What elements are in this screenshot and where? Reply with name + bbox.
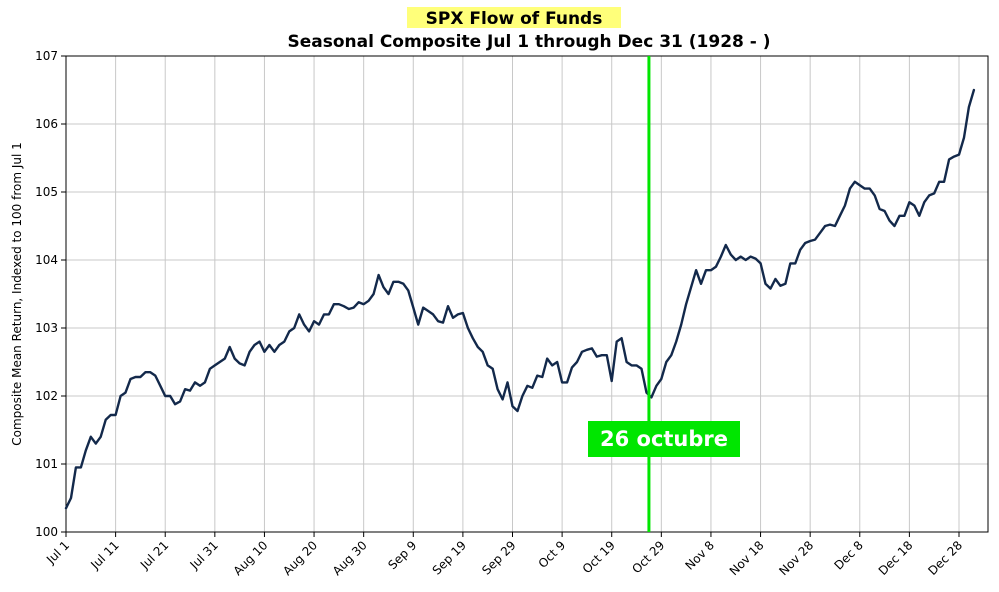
chart-subtitle: Seasonal Composite Jul 1 through Dec 31 … — [287, 32, 770, 52]
x-tick-label: Sep 9 — [385, 538, 419, 572]
chart-title: SPX Flow of Funds — [426, 9, 603, 29]
x-tick-label: Jul 31 — [187, 538, 221, 572]
series-line — [64, 88, 976, 510]
x-tick-label: Aug 10 — [231, 538, 271, 578]
x-tick-label: Oct 29 — [629, 538, 667, 576]
x-tick-label: Aug 20 — [280, 538, 320, 578]
x-ticks: Jul 1 Jul 11 Jul 21 Jul 31 Aug 10 Aug 20 Aug 3… — [43, 532, 965, 578]
y-tick-label: 105 — [35, 185, 58, 199]
y-tick-label: 107 — [35, 49, 58, 63]
x-tick-label: Sep 29 — [479, 538, 518, 577]
grid — [65, 55, 988, 533]
x-tick-label: Sep 19 — [430, 538, 469, 577]
y-tick-label: 101 — [35, 457, 58, 471]
y-tick-label: 106 — [35, 117, 58, 131]
marker-label: 26 octubre — [600, 427, 728, 451]
y-tick-label: 102 — [35, 389, 58, 403]
marker-label-box — [588, 421, 740, 457]
x-tick-label: Nov 28 — [776, 538, 816, 578]
x-tick-label: Aug 30 — [330, 538, 370, 578]
plot-frame — [65, 55, 989, 533]
y-axis-label: Composite Mean Return, Indexed to 100 fr… — [10, 142, 24, 446]
x-tick-label: Nov 18 — [727, 538, 767, 578]
series-group — [64, 88, 976, 510]
x-tick-label: Oct 9 — [536, 538, 569, 571]
x-tick-label: Dec 28 — [925, 538, 965, 578]
title-highlight — [407, 7, 621, 28]
y-ticks: 100 101 102 103 104 105 106 107 — [35, 49, 66, 539]
marker-group: 26 octubre — [588, 56, 740, 532]
x-tick-label: Jul 11 — [87, 538, 121, 572]
x-tick-label: Jul 21 — [137, 538, 171, 572]
y-tick-label: 104 — [35, 253, 58, 267]
x-tick-label: Dec 8 — [831, 538, 865, 572]
y-tick-label: 103 — [35, 321, 58, 335]
x-tick-label: Oct 19 — [580, 538, 618, 576]
y-tick-label: 100 — [35, 525, 58, 539]
x-tick-label: Dec 18 — [876, 538, 916, 578]
x-tick-label: Jul 1 — [43, 538, 72, 567]
x-tick-label: Nov 8 — [683, 538, 718, 573]
